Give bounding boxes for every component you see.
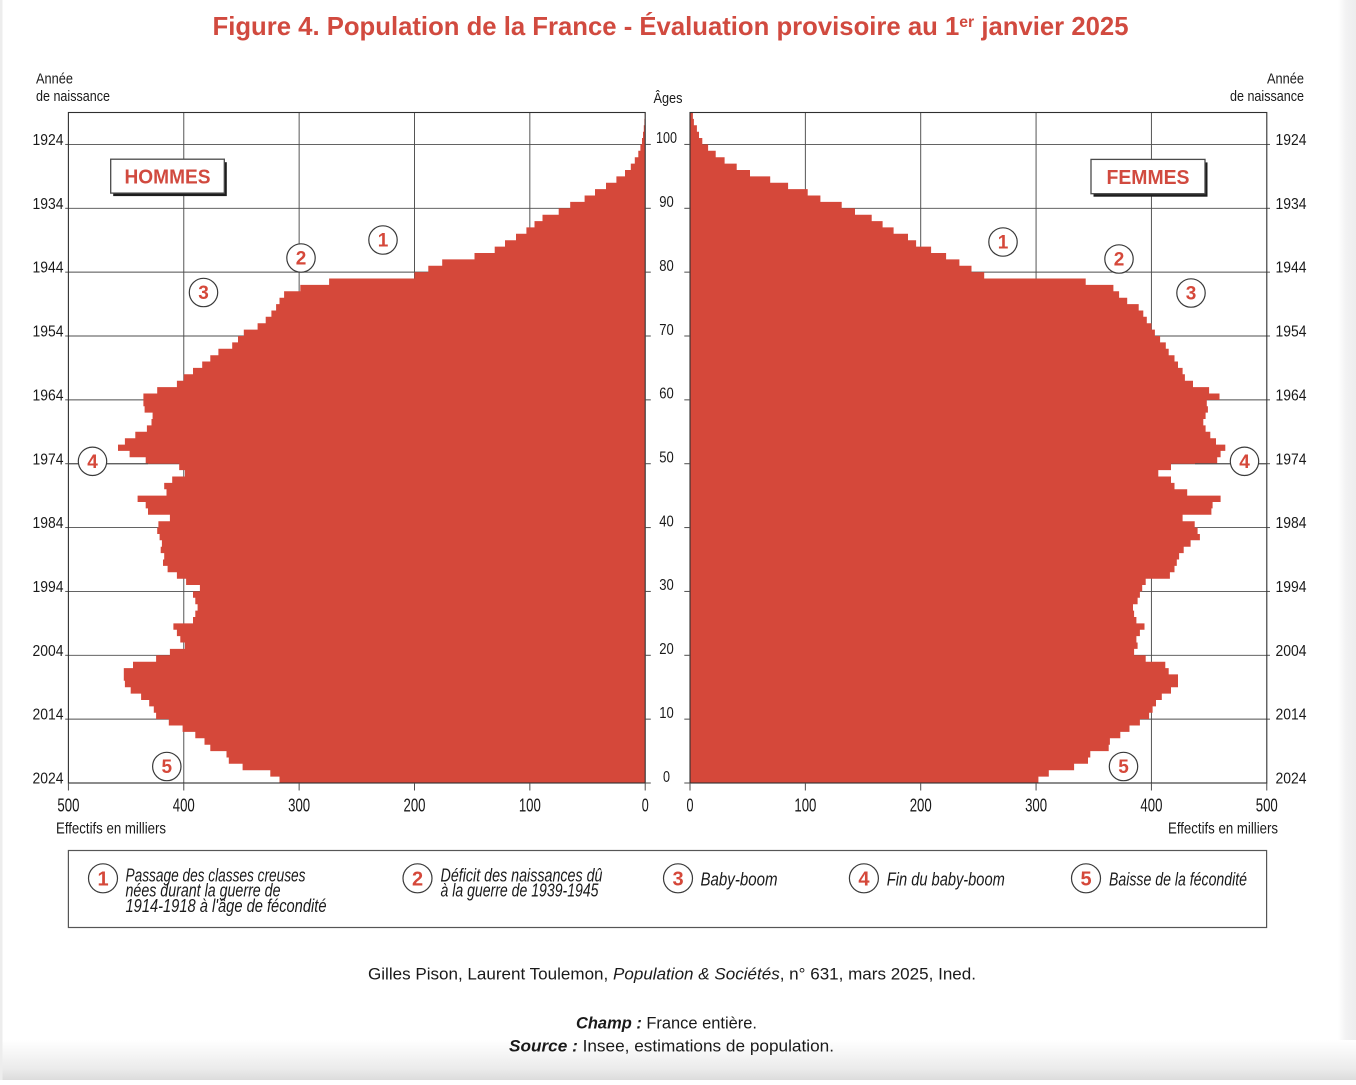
svg-text:1994: 1994 [33,579,64,596]
svg-text:3: 3 [1186,284,1197,305]
svg-text:HOMMES: HOMMES [125,166,211,188]
svg-text:1: 1 [998,233,1009,254]
svg-text:2: 2 [1114,250,1125,271]
svg-text:300: 300 [288,796,310,816]
svg-text:5: 5 [162,757,173,778]
svg-text:2014: 2014 [1276,707,1307,724]
svg-text:Année: Année [36,71,73,88]
svg-text:300: 300 [1025,796,1047,816]
svg-text:4: 4 [1239,452,1250,473]
svg-text:2: 2 [296,249,307,270]
svg-text:1944: 1944 [1276,260,1307,277]
svg-text:Fin du baby-boom: Fin du baby-boom [887,868,1005,889]
svg-text:Figure 4. Population de la Fra: Figure 4. Population de la France - Éval… [213,11,1129,41]
svg-text:10: 10 [659,705,674,722]
svg-text:70: 70 [659,322,674,339]
svg-text:1: 1 [97,868,108,890]
svg-text:2014: 2014 [33,707,64,724]
svg-text:Déficit des naissances dû: Déficit des naissances dû [441,864,603,885]
svg-text:de naissance: de naissance [36,88,110,105]
svg-text:Année: Année [1267,71,1304,88]
svg-text:1964: 1964 [1276,387,1307,404]
svg-text:à la guerre de 1939-1945: à la guerre de 1939-1945 [441,880,600,901]
svg-text:1984: 1984 [33,515,64,532]
svg-text:1934: 1934 [1276,196,1307,213]
svg-text:90: 90 [659,194,674,211]
svg-text:1974: 1974 [33,451,64,468]
svg-text:200: 200 [910,796,932,816]
svg-text:0: 0 [642,796,649,816]
svg-text:4: 4 [87,452,98,473]
svg-text:1: 1 [378,231,389,252]
svg-text:Baisse de la fécondité: Baisse de la fécondité [1109,868,1247,889]
svg-text:4: 4 [858,868,870,890]
svg-text:2004: 2004 [33,643,64,660]
svg-text:400: 400 [173,796,195,816]
svg-text:1994: 1994 [1276,579,1307,596]
svg-text:Effectifs en milliers: Effectifs en milliers [56,821,166,838]
svg-text:Baby-boom: Baby-boom [701,868,778,889]
svg-text:200: 200 [403,796,425,816]
svg-text:400: 400 [1140,796,1162,816]
svg-text:Effectifs en milliers: Effectifs en milliers [1168,821,1278,838]
svg-text:500: 500 [1256,796,1278,816]
svg-text:2024: 2024 [1276,771,1307,788]
svg-text:5: 5 [1080,868,1091,890]
svg-text:Gilles Pison, Laurent Toulemon: Gilles Pison, Laurent Toulemon, Populati… [368,965,976,984]
svg-text:Source : Insee, estimations de: Source : Insee, estimations de populatio… [509,1037,834,1056]
svg-text:1934: 1934 [33,196,64,213]
svg-text:0: 0 [663,769,670,786]
svg-text:40: 40 [659,513,674,530]
svg-text:80: 80 [659,258,674,275]
svg-text:1924: 1924 [33,132,64,149]
svg-text:FEMMES: FEMMES [1107,167,1190,189]
svg-text:1964: 1964 [33,387,64,404]
svg-text:1984: 1984 [1276,515,1307,532]
svg-text:2024: 2024 [33,771,64,788]
svg-text:nées durant la guerre de: nées durant la guerre de [126,880,281,901]
svg-text:1944: 1944 [33,260,64,277]
svg-text:Âges: Âges [654,90,683,107]
svg-text:Passage des classes creuses: Passage des classes creuses [126,864,306,885]
svg-text:500: 500 [57,796,79,816]
svg-text:2004: 2004 [1276,643,1307,660]
svg-text:30: 30 [659,577,674,594]
svg-text:100: 100 [656,130,677,147]
svg-text:100: 100 [794,796,816,816]
svg-text:Champ : France entière.: Champ : France entière. [576,1014,757,1033]
svg-text:1954: 1954 [1276,324,1307,341]
svg-text:3: 3 [672,868,683,890]
svg-text:1954: 1954 [33,324,64,341]
svg-text:20: 20 [659,641,674,658]
svg-text:60: 60 [659,386,674,403]
svg-text:0: 0 [687,796,694,816]
svg-text:5: 5 [1118,757,1129,778]
svg-text:2: 2 [412,868,423,890]
svg-text:1924: 1924 [1276,132,1307,149]
svg-text:1914-1918 à l'âge de fécondité: 1914-1918 à l'âge de fécondité [126,895,327,916]
svg-text:de naissance: de naissance [1230,88,1304,105]
svg-text:100: 100 [519,796,541,816]
svg-text:50: 50 [659,450,674,467]
svg-text:3: 3 [198,283,209,304]
svg-text:1974: 1974 [1276,451,1307,468]
